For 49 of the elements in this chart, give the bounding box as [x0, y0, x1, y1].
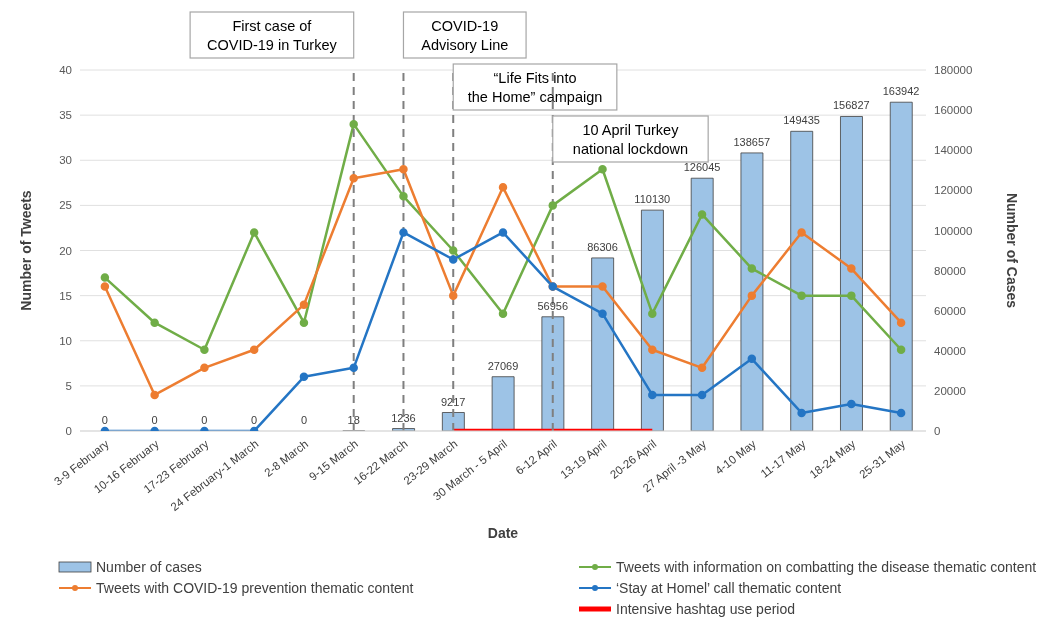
- y2-tick-label: 80000: [934, 264, 966, 277]
- legend-label: Number of cases: [96, 558, 202, 575]
- ref-line-label: 10 April Turkey national lockdown: [572, 122, 689, 157]
- y2-tick-label: 40000: [934, 344, 966, 357]
- data-label: 1236: [391, 411, 416, 424]
- ref-line-label: “Life Fits into the Home” campaign: [467, 70, 603, 105]
- data-label: 9217: [440, 395, 466, 408]
- data-label: 18: [347, 413, 360, 426]
- data-label: 0: [201, 414, 208, 426]
- data-label: 126045: [683, 161, 721, 174]
- ref-line-label: First case of COVID-19 in Turkey: [207, 18, 338, 53]
- data-label: 27069: [487, 359, 519, 372]
- y-tick-label: 20: [59, 244, 72, 257]
- x-tick-label: 4-10 May: [712, 437, 759, 477]
- data-label: 0: [300, 414, 307, 426]
- y2-tick-label: 160000: [934, 104, 973, 117]
- data-label: 0: [151, 414, 158, 426]
- y2-tick-label: 60000: [934, 304, 966, 317]
- data-label: 0: [251, 414, 258, 426]
- y-tick-label: 15: [59, 289, 72, 302]
- y-tick-label: 40: [59, 64, 72, 77]
- y2-tick-label: 180000: [934, 64, 973, 77]
- y2-tick-label: 100000: [934, 224, 973, 237]
- y2-tick-label: 120000: [934, 184, 973, 197]
- data-label: 138657: [733, 135, 771, 148]
- data-label: 56956: [537, 299, 569, 312]
- y-tick-label: 25: [59, 199, 72, 212]
- y-tick-label: 0: [65, 425, 72, 438]
- legend-label: Tweets with COVID-19 prevention thematic content: [96, 579, 414, 596]
- y2-tick-label: 140000: [934, 144, 973, 157]
- legend-label: ‘Stay at Homel’ call thematic content: [616, 579, 842, 596]
- y-tick-label: 10: [59, 334, 72, 347]
- data-label: 149435: [783, 114, 820, 127]
- data-label: 163942: [882, 85, 920, 98]
- y2-axis-title: Number of Cases: [1004, 192, 1021, 309]
- y2-tick-label: 20000: [934, 384, 966, 397]
- y-axis-title: Number of Tweets: [17, 190, 34, 311]
- ref-line-label: COVID-19 Advisory Line: [421, 18, 509, 53]
- y-tick-label: 30: [59, 154, 72, 167]
- data-label: 86306: [587, 240, 618, 253]
- data-label: 156827: [832, 99, 870, 112]
- data-label: 110130: [634, 193, 671, 206]
- y-tick-label: 5: [65, 379, 72, 392]
- legend-label: Tweets with information on combatting the disease thematic content: [616, 558, 1037, 575]
- y-tick-label: 35: [59, 109, 72, 122]
- data-label: 0: [101, 414, 108, 426]
- legend-label: Intensive hashtag use period: [616, 600, 796, 617]
- y2-tick-label: 0: [934, 425, 941, 438]
- x-axis-title: Date: [487, 525, 519, 541]
